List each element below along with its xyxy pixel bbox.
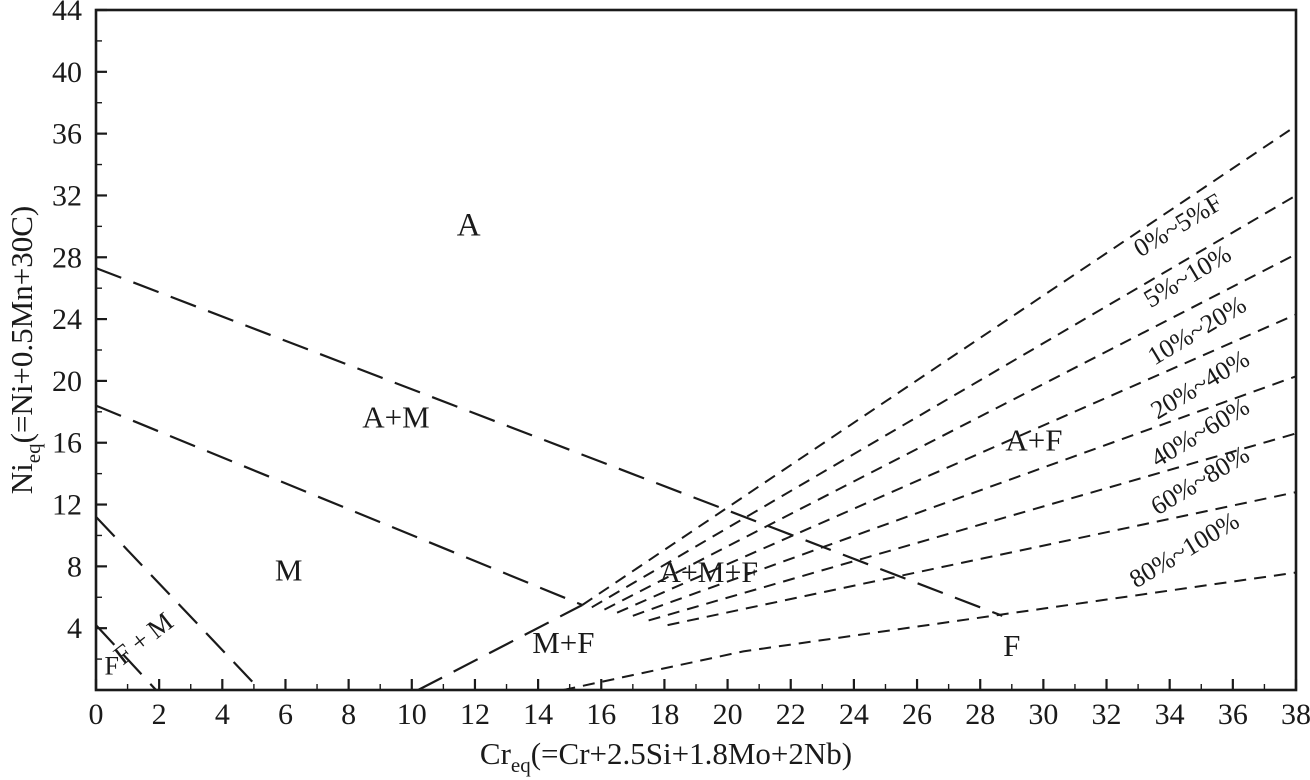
- x-tick-label: 38: [1281, 698, 1310, 731]
- ferrite-20pct-line: [616, 313, 1297, 614]
- ferrite-80pct-line: [667, 491, 1297, 627]
- region-label: A+F: [1005, 422, 1062, 457]
- x-tick-label: 8: [341, 698, 356, 731]
- y-tick-label: 12: [52, 489, 82, 522]
- ferrite-5pct-line: [591, 194, 1297, 609]
- boundary-A-AM-line: [95, 267, 1003, 617]
- y-tick-label: 40: [52, 56, 82, 89]
- y-tick-label: 4: [67, 612, 82, 645]
- phase-boundary-lines: [95, 125, 1297, 691]
- x-tick-label: 2: [152, 698, 167, 731]
- x-tick-label: 10: [397, 698, 427, 731]
- region-label: A+M: [362, 399, 429, 434]
- x-tick-label: 18: [649, 698, 679, 731]
- x-tick-label: 36: [1218, 698, 1248, 731]
- y-tick-label: 44: [52, 0, 82, 27]
- x-tick-label: 14: [523, 698, 553, 731]
- ferrite-40pct-line: [632, 375, 1297, 617]
- ferrite-10pct-line: [603, 253, 1297, 611]
- y-tick-label: 32: [52, 179, 82, 212]
- region-label: A: [457, 208, 481, 244]
- axis-titles: Creq(=Cr+2.5Si+1.8Mo+2Nb) Nieq(=Ni+0.5Mn+…: [4, 206, 852, 777]
- y-tick-label: 24: [52, 303, 82, 336]
- ferrite-0pct-line: [581, 125, 1297, 606]
- x-tick-label: 28: [965, 698, 995, 731]
- region-label: F: [1003, 628, 1020, 663]
- region-label: A+M+F: [659, 556, 758, 589]
- region-label: F+M: [108, 602, 183, 670]
- x-axis-title: Creq(=Cr+2.5Si+1.8Mo+2Nb): [480, 736, 852, 777]
- x-tick-label: 12: [460, 698, 490, 731]
- axis-ticks: 0 2 4 6 8 10 12 14 16 18 20 22 24 26 28 30 32 34 36 3848121…: [52, 0, 1310, 731]
- x-tick-label: 32: [1092, 698, 1122, 731]
- ferrite-60pct-line: [648, 432, 1297, 622]
- x-tick-label: 4: [215, 698, 230, 731]
- region-label: M: [275, 552, 303, 587]
- x-tick-label: 26: [902, 698, 932, 731]
- y-tick-label: 8: [67, 550, 82, 583]
- boundary-FM-F-line: [95, 624, 157, 691]
- y-tick-label: 28: [52, 241, 82, 274]
- boundary-M-MF-line: [417, 604, 583, 691]
- y-tick-label: 36: [52, 118, 82, 151]
- ferrite-100pct-line: [563, 571, 1297, 691]
- y-axis-title: Nieq(=Ni+0.5Mn+30C): [4, 206, 45, 494]
- x-tick-label: 6: [278, 698, 293, 731]
- x-tick-label: 24: [839, 698, 869, 731]
- region-label: F: [105, 652, 119, 681]
- x-tick-label: 30: [1028, 698, 1058, 731]
- y-tick-label: 20: [52, 365, 82, 398]
- ferrite-range-label: 80%~100%: [1124, 506, 1244, 594]
- region-label: M+F: [532, 625, 594, 660]
- x-tick-label: 16: [586, 698, 616, 731]
- x-tick-label: 34: [1155, 698, 1185, 731]
- x-tick-label: 20: [713, 698, 743, 731]
- boundary-AM-M-line: [95, 404, 583, 607]
- region-labels: AA+MMF+MFM+FA+M+FA+FF: [105, 208, 1063, 681]
- ferrite-content-labels: 0%~5%F5%~10%10%~20%20%~40%40%~60%60%~80%…: [1124, 188, 1254, 594]
- y-tick-label: 16: [52, 427, 82, 460]
- x-tick-label: 0: [89, 698, 104, 731]
- x-tick-label: 22: [776, 698, 806, 731]
